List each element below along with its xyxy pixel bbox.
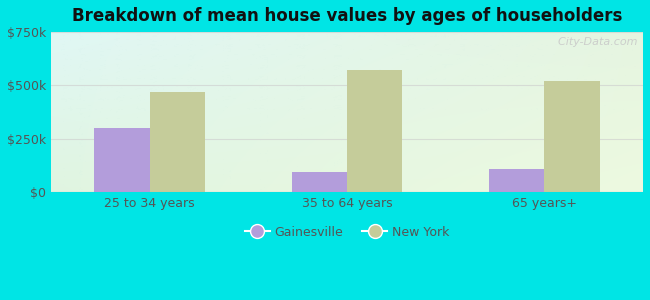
Bar	[347, 70, 402, 192]
Text: City-Data.com: City-Data.com	[551, 37, 637, 47]
Bar	[545, 81, 600, 192]
Bar	[150, 92, 205, 192]
Legend: Gainesville, New York: Gainesville, New York	[240, 220, 454, 244]
Bar	[94, 128, 150, 192]
Bar	[489, 169, 545, 192]
Bar	[292, 172, 347, 192]
Title: Breakdown of mean house values by ages of householders: Breakdown of mean house values by ages o…	[72, 7, 622, 25]
